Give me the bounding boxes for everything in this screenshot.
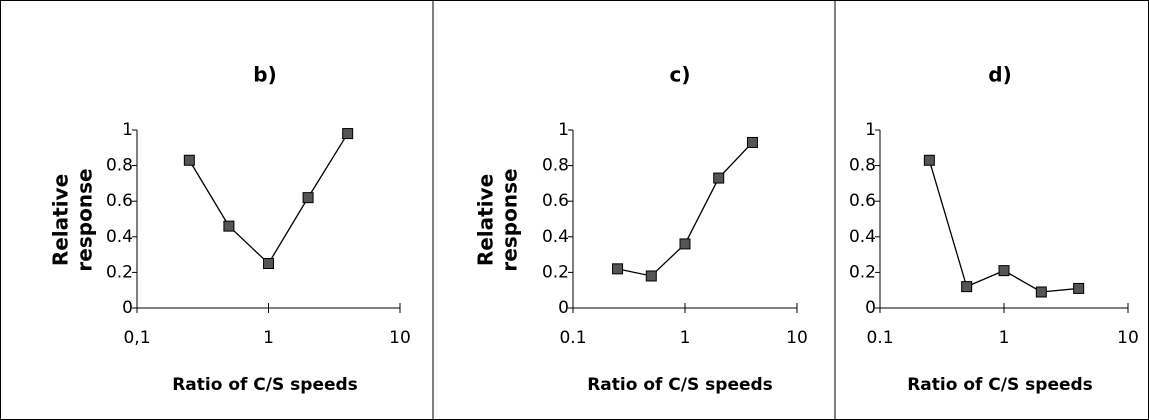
x-tick-label: 1 — [999, 328, 1010, 348]
y-tick-label: 0.6 — [849, 191, 876, 211]
y-tick-label: 0 — [558, 298, 569, 318]
y-tick-label: 0.4 — [542, 227, 569, 247]
x-tick-label: 0.1 — [559, 328, 586, 348]
y-tick-label: 0.4 — [849, 227, 876, 247]
y-tick-label: 0.8 — [542, 156, 569, 176]
x-tick-label: 10 — [389, 328, 411, 348]
series-line — [188, 133, 349, 265]
y-tick-label: 0.8 — [849, 156, 876, 176]
y-tick-label: 0.2 — [542, 262, 569, 282]
chart-title: b) — [253, 63, 276, 87]
marker — [302, 192, 314, 204]
x-tick-label: 0,1 — [123, 328, 150, 348]
marker — [923, 154, 935, 166]
x-axis-label: Ratio of C/S speeds — [587, 375, 773, 395]
y-tick-label: 0 — [122, 298, 133, 318]
marker — [645, 270, 657, 282]
marker — [679, 238, 691, 250]
x-tick-label: 10 — [786, 328, 808, 348]
x-tick-label: 1 — [680, 328, 691, 348]
y-tick-label: 0.2 — [106, 262, 133, 282]
chart-title: d) — [988, 63, 1011, 87]
y-tick-label: 0.2 — [849, 262, 876, 282]
x-tick-label: 10 — [1117, 328, 1139, 348]
marker — [1035, 286, 1047, 298]
x-tick-label: 1 — [263, 328, 274, 348]
y-tick-label: 1 — [558, 120, 569, 140]
marker — [612, 263, 624, 275]
marker — [223, 220, 235, 232]
x-tick-label: 0.1 — [866, 328, 893, 348]
marker — [183, 154, 195, 166]
marker — [342, 128, 354, 140]
x-axis-label: Ratio of C/S speeds — [172, 375, 358, 395]
y-tick-label: 0.8 — [106, 156, 133, 176]
marker — [263, 258, 274, 269]
chart-title: c) — [670, 63, 691, 87]
marker — [998, 265, 1010, 277]
y-axis-label: Relative — [49, 174, 73, 266]
y-axis-label: response — [73, 168, 97, 271]
series-line — [617, 142, 753, 277]
marker — [1073, 282, 1085, 294]
y-axis-label: response — [498, 168, 522, 271]
y-tick-label: 1 — [122, 120, 133, 140]
y-axis-label: Relative — [474, 174, 498, 266]
y-tick-label: 0.4 — [106, 227, 133, 247]
marker — [961, 281, 973, 293]
y-tick-label: 0.6 — [542, 191, 569, 211]
y-tick-label: 0.6 — [106, 191, 133, 211]
x-axis-label: Ratio of C/S speeds — [907, 375, 1093, 395]
marker — [713, 172, 725, 184]
marker — [746, 136, 758, 148]
y-tick-label: 0 — [865, 298, 876, 318]
y-tick-label: 1 — [865, 120, 876, 140]
